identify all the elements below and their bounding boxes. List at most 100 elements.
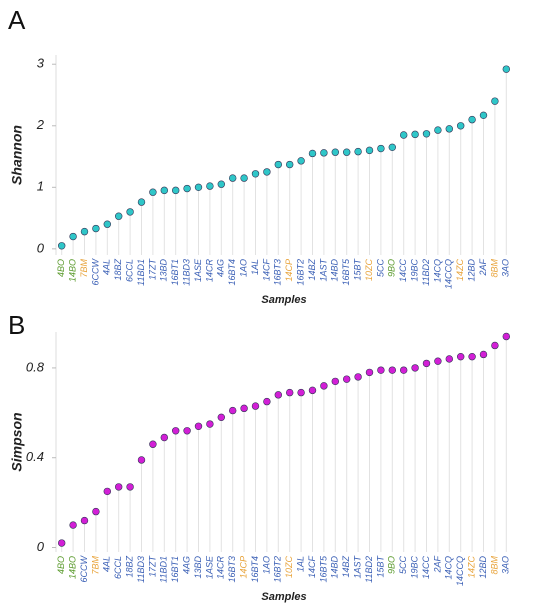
x-tick-label: 16BT5 <box>341 258 351 286</box>
dot <box>57 242 66 250</box>
dot <box>502 332 510 341</box>
dot <box>217 413 226 422</box>
y-axis-label: Shannon <box>9 125 25 185</box>
x-tick-label: 14CF <box>307 556 317 579</box>
dot <box>365 146 374 155</box>
x-tick-label: 1ASE <box>204 555 214 579</box>
x-tick-label: 3AO <box>501 259 511 277</box>
x-tick-label: 6CCW <box>79 554 89 582</box>
x-tick-label: 14BD <box>330 259 340 282</box>
dot <box>422 130 431 138</box>
dot <box>434 126 442 134</box>
x-tick-label: 4BO <box>56 556 66 574</box>
x-tick-label: 14CF <box>261 259 271 282</box>
x-tick-label: 4BO <box>56 259 66 277</box>
x-tick-label: 1AST <box>352 555 362 579</box>
x-tick-label: 11BD2 <box>364 556 374 583</box>
dot <box>457 352 465 361</box>
dot <box>69 232 77 241</box>
dot <box>502 65 510 73</box>
x-tick-label: 15BT <box>375 555 385 578</box>
dot <box>479 350 488 359</box>
dot <box>308 149 317 158</box>
dot <box>194 422 203 430</box>
dot <box>80 516 89 525</box>
x-tick-label: 12BD <box>478 556 488 579</box>
dot <box>422 359 431 368</box>
dot <box>251 402 260 410</box>
dot <box>160 186 169 195</box>
dot <box>320 149 328 157</box>
x-tick-label: 16BT4 <box>227 259 237 286</box>
dot <box>137 198 146 206</box>
x-tick-label: 14CCQ <box>455 556 465 586</box>
x-tick-label: 1AL <box>295 556 305 572</box>
dot <box>434 357 442 365</box>
dot <box>411 364 419 372</box>
dot <box>365 368 374 377</box>
dot <box>411 130 419 139</box>
x-tick-label: 6CCW <box>90 257 100 285</box>
dot <box>229 406 237 415</box>
y-tick-label: 0.4 <box>26 449 44 464</box>
dot <box>377 144 385 153</box>
dot <box>80 227 89 236</box>
dot <box>320 382 328 390</box>
dot <box>217 180 226 188</box>
dot <box>114 483 123 491</box>
dot <box>92 507 100 516</box>
x-tick-label: 16BT2 <box>295 259 305 286</box>
x-tick-label: 10ZC <box>364 259 374 282</box>
dot <box>274 160 282 169</box>
dot <box>479 111 488 120</box>
dot <box>308 386 317 395</box>
x-axis-label: Samples <box>261 294 306 306</box>
dot <box>297 157 305 165</box>
x-tick-label: 11BD3 <box>181 259 191 286</box>
panel-letter: B <box>8 310 25 340</box>
x-tick-label: 11BD1 <box>159 556 169 583</box>
panel-letter: A <box>8 5 26 35</box>
dot <box>331 148 339 156</box>
dot <box>297 388 305 397</box>
x-tick-label: 4AG <box>216 259 226 277</box>
dot <box>160 433 169 442</box>
dot <box>388 143 396 152</box>
dot <box>377 366 385 374</box>
x-tick-label: 14BO <box>67 556 77 579</box>
dot <box>263 397 271 406</box>
dot <box>137 456 146 464</box>
dot <box>457 122 465 130</box>
x-tick-label: 2AF <box>478 259 488 277</box>
dot <box>263 168 271 176</box>
x-tick-label: 9BO <box>387 556 397 574</box>
x-tick-label: 16BT3 <box>227 556 237 583</box>
x-tick-label: 6CCL <box>113 556 123 579</box>
x-tick-label: 2AF <box>432 556 442 574</box>
x-tick-label: 5CC <box>375 259 385 278</box>
dot <box>343 148 351 156</box>
x-tick-label: 1AO <box>261 556 271 574</box>
x-tick-label: 10ZC <box>284 556 294 579</box>
dot <box>354 147 362 156</box>
x-tick-label: 4AL <box>102 259 112 275</box>
dot <box>206 420 214 428</box>
dot <box>240 174 248 182</box>
dot <box>388 366 396 374</box>
x-tick-label: 3AO <box>501 556 511 574</box>
x-tick-label: 16BT2 <box>273 556 283 583</box>
x-tick-label: 18BZ <box>113 259 123 281</box>
x-tick-label: 14ZC <box>466 556 476 579</box>
x-tick-label: 11BD1 <box>136 259 146 286</box>
dot <box>114 212 123 220</box>
x-axis-label: Samples <box>261 591 306 603</box>
dot <box>194 183 203 192</box>
x-tick-label: 16BT1 <box>170 556 180 583</box>
x-tick-label: 17ZT <box>147 555 157 578</box>
x-tick-label: 8BM <box>489 259 499 278</box>
x-tick-label: 4AG <box>181 556 191 574</box>
dot <box>229 174 237 182</box>
y-tick-label: 1 <box>37 179 44 194</box>
dot <box>149 440 157 448</box>
